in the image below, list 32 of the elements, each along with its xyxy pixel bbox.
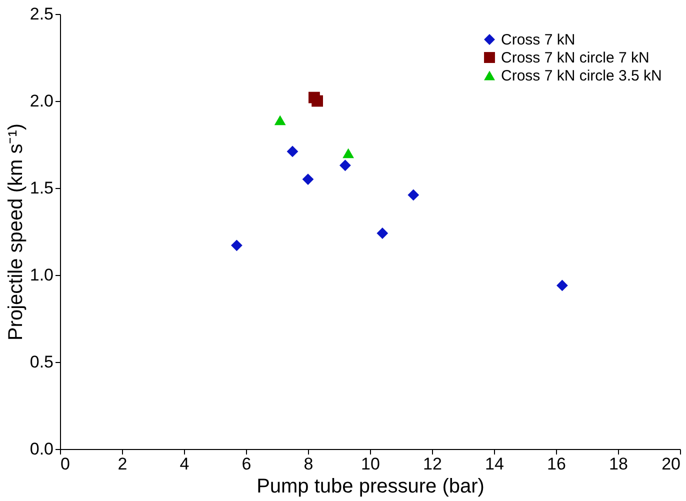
point — [302, 174, 314, 185]
x-tick-label: 2 — [118, 454, 128, 474]
y-tick-label: 0.5 — [30, 352, 54, 372]
x-tick-label: 20 — [662, 454, 680, 474]
point — [340, 160, 351, 172]
point — [342, 148, 354, 158]
x-tick-label: 8 — [304, 454, 314, 474]
y-tick-label: 2.0 — [30, 92, 54, 110]
y-tick-label: 1.5 — [30, 178, 54, 198]
x-tick-label: 0 — [60, 454, 70, 474]
legend-label: Cross 7 kN — [501, 32, 576, 48]
x-axis-title: Pump tube pressure (bar) — [256, 476, 484, 498]
y-tick-label: 0.0 — [30, 440, 54, 458]
point — [286, 146, 298, 158]
y-tick-label: 1.0 — [30, 266, 54, 284]
x-tick-label: 10 — [361, 454, 380, 474]
point — [312, 95, 323, 107]
y-tick-label: 2.5 — [30, 4, 54, 24]
x-tick-label: 18 — [609, 454, 628, 474]
x-tick-label: 6 — [242, 454, 252, 474]
point — [556, 280, 568, 292]
y-axis-title: Projectile speed (km s⁻¹) — [4, 123, 27, 341]
point — [376, 228, 388, 239]
x-tick-label: 14 — [485, 454, 504, 474]
point — [408, 189, 420, 201]
legend-label: Cross 7 kN circle 7 kN — [501, 50, 650, 66]
legend-label: Cross 7 kN circle 3.5 kN — [501, 68, 662, 84]
x-tick-label: 4 — [180, 454, 190, 474]
point — [231, 240, 242, 252]
point — [274, 115, 286, 126]
x-tick-label: 16 — [547, 454, 566, 474]
x-tick-label: 12 — [423, 454, 442, 474]
